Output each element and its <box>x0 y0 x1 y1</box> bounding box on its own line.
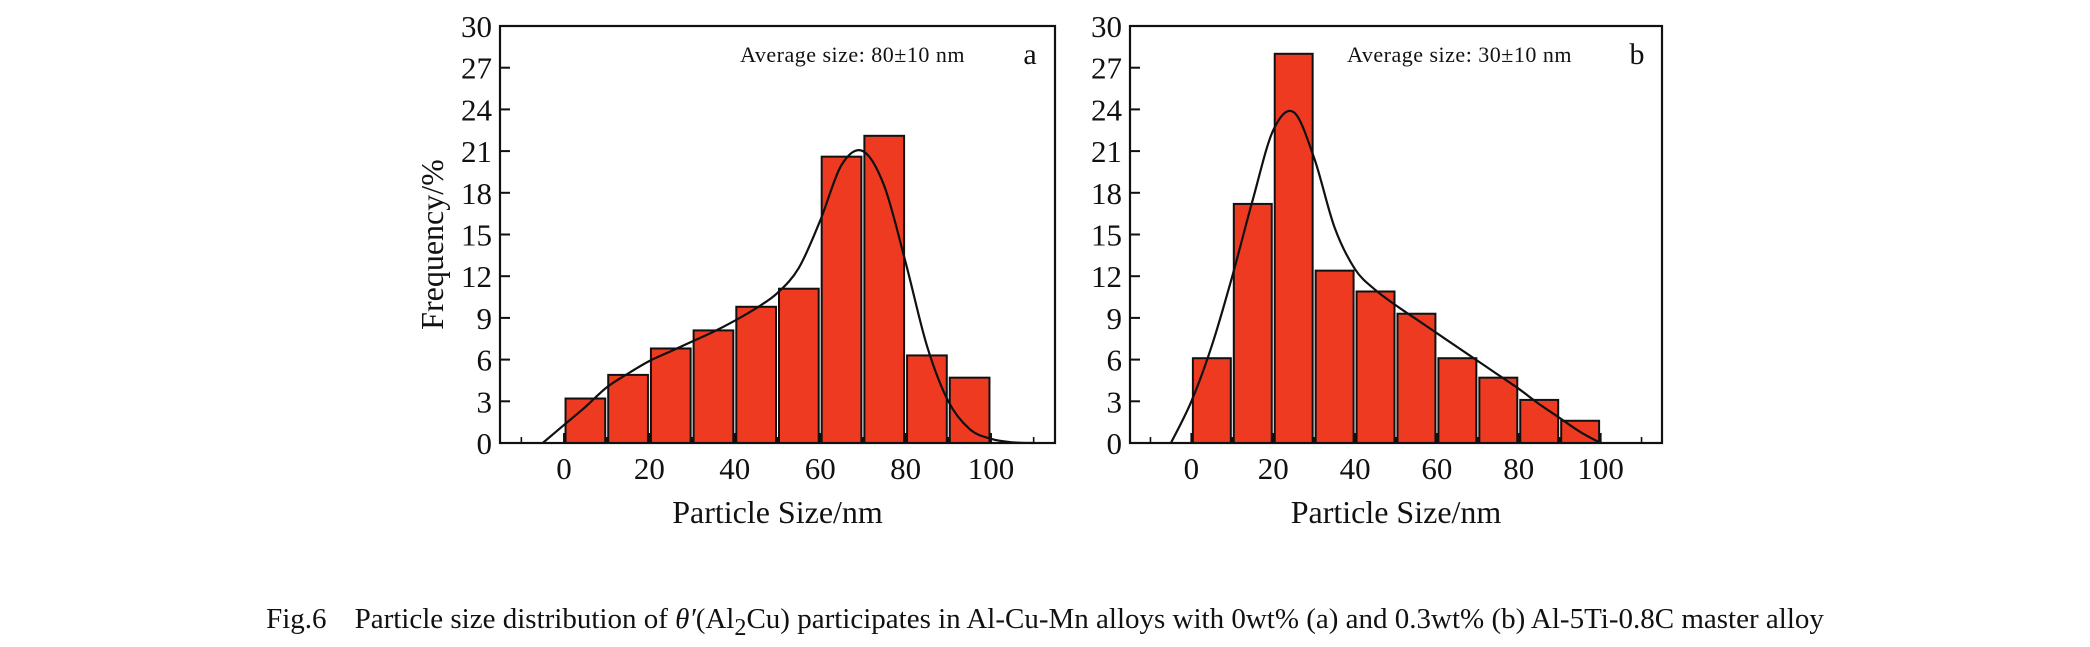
chart-a-x-tick-label: 100 <box>968 451 1015 486</box>
chart-a-x-tick-label: 60 <box>805 451 836 486</box>
caption-compound-close: Cu) <box>746 603 790 635</box>
chart-a-bar <box>863 134 906 444</box>
chart-b-fit-curve <box>1169 109 1602 444</box>
caption-theta: θ′ <box>675 603 696 635</box>
chart-b-y-tick-label: 27 <box>1091 51 1122 86</box>
chart-b-bar <box>1191 357 1232 444</box>
chart-b-y-tick-label: 30 <box>1091 9 1122 44</box>
chart-a-bar <box>906 354 948 444</box>
chart-b-y-tick-label: 24 <box>1091 92 1123 127</box>
chart-a-bar <box>692 329 735 444</box>
chart-b-panel-label: b <box>1630 38 1645 71</box>
chart-b-x-tick-label: 60 <box>1421 451 1452 486</box>
caption-compound-sub: 2 <box>734 613 747 641</box>
chart-a-y-tick-label: 15 <box>461 218 492 253</box>
chart-a-x-axis-title: Particle Size/nm <box>672 494 883 530</box>
chart-a-bar <box>735 305 777 444</box>
figure-caption: Fig.6 Particle size distribution of θ′(Al… <box>0 603 2090 642</box>
chart-b-y-tick-label: 18 <box>1091 176 1122 211</box>
chart-a-bar <box>948 376 991 445</box>
chart-a-x-tick-label: 40 <box>719 451 750 486</box>
chart-a-y-tick-label: 27 <box>461 51 492 86</box>
chart-b-y-tick-label: 12 <box>1091 259 1122 294</box>
chart-a-y-tick-label: 12 <box>461 259 492 294</box>
chart-a-panel-label: a <box>1023 38 1036 71</box>
chart-a-x-tick-label: 20 <box>634 451 665 486</box>
chart-b-average-size-annotation: Average size: 30±10 nm <box>1347 42 1572 67</box>
chart-b-x-tick-label: 80 <box>1503 451 1534 486</box>
chart-a-bar <box>607 373 649 445</box>
chart-a-y-tick-label: 21 <box>461 134 492 169</box>
chart-a-bar <box>820 155 863 444</box>
caption-label: Fig.6 <box>266 603 327 635</box>
chart-b-bar <box>1232 202 1273 444</box>
chart-b-x-tick-label: 0 <box>1184 451 1200 486</box>
caption-text-after: participates in Al-Cu-Mn alloys with 0wt… <box>789 603 1824 635</box>
chart-a-x-tick-label: 80 <box>890 451 921 486</box>
chart-b-y-tick-label: 21 <box>1091 134 1122 169</box>
chart-panel-a: 0 3 6 9 12 15 18 21 24 27 30 0 20 40 60 80 100 Particle S… <box>414 9 1057 530</box>
chart-panel-b: 0 3 6 9 12 15 18 21 24 27 30 0 20 40 60 80 100 Particle S… <box>1091 9 1664 530</box>
chart-a-bar <box>778 287 820 444</box>
chart-a-bar <box>649 347 692 445</box>
chart-a-x-tick-label: 0 <box>556 451 572 486</box>
chart-a-y-tick-label: 30 <box>461 9 492 44</box>
chart-a-y-axis-title: Frequency/% <box>414 159 450 330</box>
chart-b-y-tick-label: 0 <box>1107 426 1123 461</box>
caption-text-before: Particle size distribution of <box>354 603 676 635</box>
chart-b-bar <box>1355 290 1396 444</box>
chart-b-bar <box>1478 376 1519 445</box>
chart-a-y-tick-label: 24 <box>461 92 493 127</box>
chart-a-average-size-annotation: Average size: 80±10 nm <box>740 42 965 67</box>
chart-b-y-tick-label: 3 <box>1107 384 1123 419</box>
chart-a-y-tick-label: 9 <box>477 301 493 336</box>
chart-b-x-tick-label: 100 <box>1577 451 1624 486</box>
chart-a-y-tick-label: 18 <box>461 176 492 211</box>
chart-b-bar <box>1437 357 1478 444</box>
chart-b-x-tick-label: 40 <box>1340 451 1371 486</box>
chart-b-bar <box>1314 269 1355 445</box>
chart-b-y-tick-label: 9 <box>1107 301 1123 336</box>
chart-a-y-tick-label: 6 <box>477 343 493 378</box>
chart-a-y-tick-label: 0 <box>477 426 493 461</box>
chart-a-fit-curve <box>541 149 1034 445</box>
chart-a-y-tick-label: 3 <box>477 384 493 419</box>
chart-b-y-tick-label: 6 <box>1107 343 1123 378</box>
chart-b-x-tick-label: 20 <box>1258 451 1289 486</box>
caption-compound-open: (Al <box>695 603 735 635</box>
chart-b-y-tick-label: 15 <box>1091 218 1122 253</box>
chart-a-bar <box>564 397 607 444</box>
chart-b-bar <box>1396 312 1437 445</box>
chart-b-x-axis-title: Particle Size/nm <box>1291 494 1502 530</box>
chart-b-bar <box>1519 398 1560 445</box>
